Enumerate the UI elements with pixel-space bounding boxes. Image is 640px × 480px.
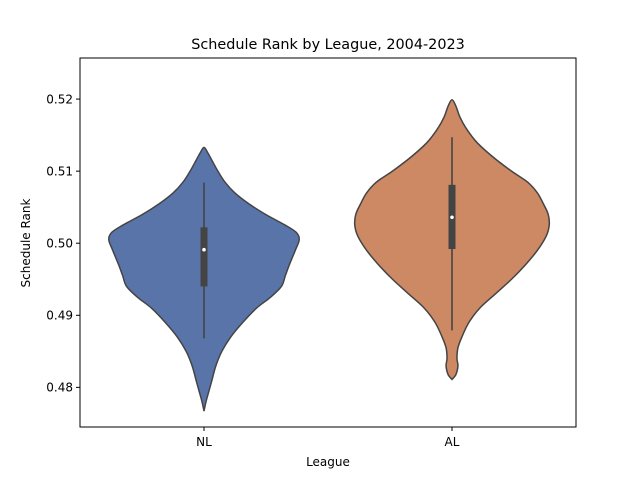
- box-layer: [200, 137, 456, 339]
- iqr-box-nl: [200, 227, 208, 287]
- x-tick-label: NL: [196, 435, 212, 449]
- y-axis: 0.48 0.49 0.50 0.51 0.52: [46, 92, 80, 395]
- x-axis: NL AL: [196, 427, 460, 449]
- y-tick-label: 0.49: [46, 309, 73, 323]
- chart-title: Schedule Rank by League, 2004-2023: [191, 37, 465, 53]
- y-axis-label: Schedule Rank: [19, 198, 33, 287]
- y-tick-label: 0.52: [46, 92, 73, 106]
- y-tick-label: 0.48: [46, 381, 73, 395]
- y-tick-label: 0.50: [46, 237, 73, 251]
- x-tick-label: AL: [445, 435, 460, 449]
- x-axis-label: League: [306, 455, 350, 469]
- median-al: [450, 215, 454, 220]
- median-nl: [202, 247, 206, 252]
- violins-layer: [108, 99, 551, 412]
- plot-frame: [79, 57, 577, 428]
- y-tick-label: 0.51: [46, 164, 73, 178]
